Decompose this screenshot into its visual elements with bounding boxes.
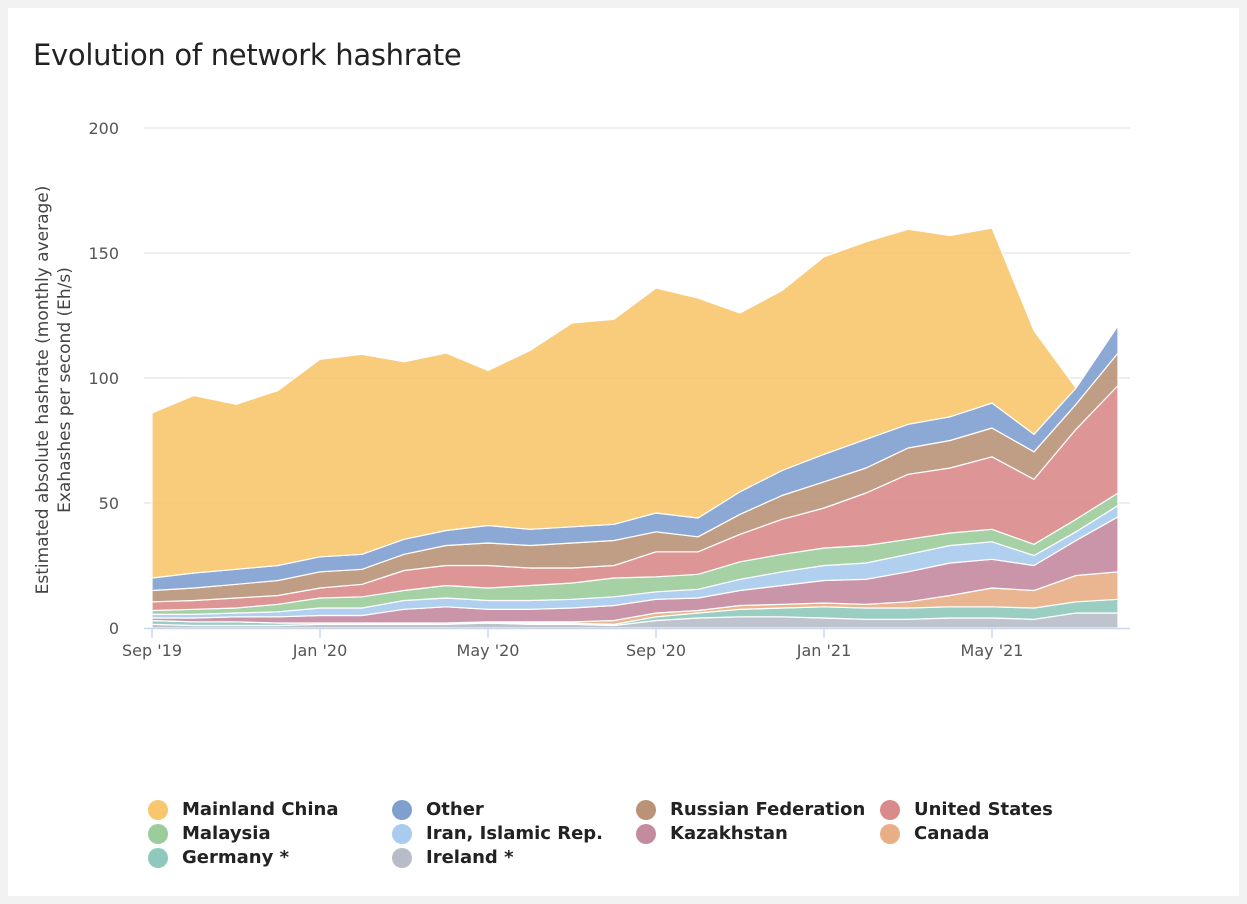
legend-swatch: [880, 799, 900, 820]
x-tick-label: Jan '21: [796, 641, 852, 660]
legend-item-germany[interactable]: Germany *: [148, 846, 392, 869]
legend-label: Ireland *: [426, 847, 514, 868]
legend-swatch: [392, 799, 412, 820]
legend-label: Malaysia: [182, 823, 271, 844]
legend-item-other[interactable]: Other: [392, 798, 636, 821]
legend-item-russian-federation[interactable]: Russian Federation: [636, 798, 880, 821]
legend-swatch: [392, 823, 412, 844]
legend-item-iran-islamic-rep[interactable]: Iran, Islamic Rep.: [392, 822, 636, 845]
y-axis-title-line: Exahashes per second (Eh/s): [55, 267, 75, 513]
legend-label: Mainland China: [182, 799, 339, 820]
legend-swatch: [148, 799, 168, 820]
legend-swatch: [636, 823, 656, 844]
y-tick-label: 50: [99, 494, 119, 513]
legend-item-kazakhstan[interactable]: Kazakhstan: [636, 822, 880, 845]
legend-swatch: [880, 823, 900, 844]
y-tick-label: 0: [109, 619, 119, 638]
legend-label: United States: [914, 799, 1053, 820]
y-tick-label: 150: [88, 244, 119, 263]
area-mainland-china: [151, 227, 1119, 579]
legend-label: Other: [426, 799, 484, 820]
chart-title: Evolution of network hashrate: [33, 38, 462, 72]
legend-item-ireland[interactable]: Ireland *: [392, 846, 636, 869]
legend-item-mainland-china[interactable]: Mainland China: [148, 798, 392, 821]
y-axis-title-line: Estimated absolute hashrate (monthly ave…: [33, 186, 53, 595]
legend-item-united-states[interactable]: United States: [880, 798, 1124, 821]
y-tick-label: 100: [88, 369, 119, 388]
legend-swatch: [148, 823, 168, 844]
legend-item-canada[interactable]: Canada: [880, 822, 1124, 845]
x-tick-label: Jan '20: [292, 641, 348, 660]
legend-label: Canada: [914, 823, 990, 844]
legend-label: Iran, Islamic Rep.: [426, 823, 604, 844]
legend: Mainland China Other Russian Federation Uni…: [148, 798, 1124, 869]
x-tick-label: Sep '20: [626, 641, 686, 660]
legend-label: Kazakhstan: [670, 823, 788, 844]
chart-svg: 0 50 100 150 200 Sep '19 Jan '20 May '20 Sep '20…: [33, 119, 1130, 660]
chart-card: Evolution of network hashrate 0 50 100 150 2…: [8, 8, 1239, 896]
y-tick-label: 200: [88, 119, 119, 138]
x-tick-label: May '20: [457, 641, 520, 660]
legend-label: Germany *: [182, 847, 289, 868]
legend-swatch: [636, 799, 656, 820]
legend-item-malaysia[interactable]: Malaysia: [148, 822, 392, 845]
x-tick-label: Sep '19: [122, 641, 182, 660]
legend-swatch: [392, 847, 412, 868]
legend-swatch: [148, 847, 168, 868]
legend-label: Russian Federation: [670, 799, 866, 820]
x-tick-label: May '21: [961, 641, 1024, 660]
